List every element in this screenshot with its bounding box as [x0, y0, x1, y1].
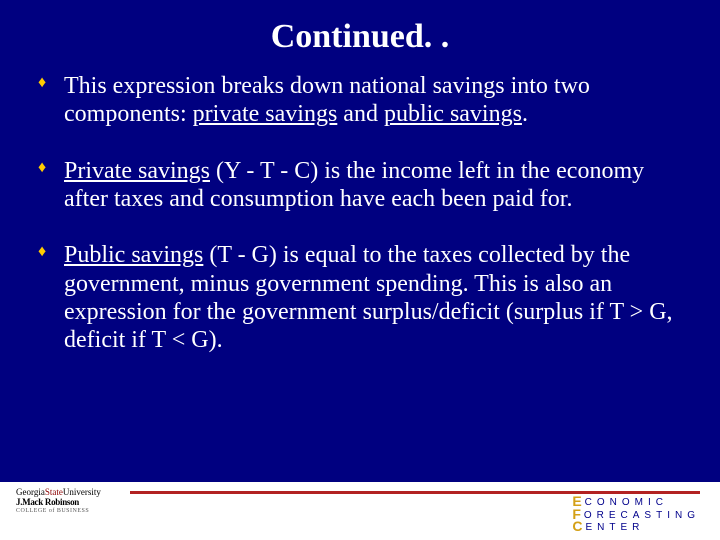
- text: ENTER: [585, 522, 644, 533]
- slide-title: Continued. .: [38, 18, 682, 56]
- logo-right-row: CENTER: [572, 521, 700, 534]
- logo-right-row: ECONOMIC: [572, 496, 700, 509]
- text: Georgia: [16, 487, 45, 497]
- logo-right-row: FORECASTING: [572, 509, 700, 522]
- logo-left-line2: J.Mack Robinson: [16, 498, 101, 508]
- underline-term: Private savings: [64, 158, 210, 184]
- list-item: Private savings (Y - T - C) is the incom…: [38, 157, 682, 214]
- text: State: [45, 487, 63, 497]
- underline-term: public savings: [384, 101, 522, 127]
- text: CONOMIC: [585, 497, 668, 508]
- text: University: [63, 487, 101, 497]
- slide: Continued. . This expression breaks down…: [0, 0, 720, 540]
- text: .: [522, 101, 528, 127]
- footer-divider: [130, 491, 700, 494]
- footer: GeorgiaStateUniversity J.Mack Robinson C…: [0, 482, 720, 540]
- logo-right: ECONOMIC FORECASTING CENTER: [572, 496, 700, 534]
- bullet-list: This expression breaks down national sav…: [38, 72, 682, 355]
- underline-term: private savings: [193, 101, 338, 127]
- list-item: Public savings (T - G) is equal to the t…: [38, 241, 682, 354]
- logo-left-line3: COLLEGE of BUSINESS: [16, 508, 101, 515]
- underline-term: Public savings: [64, 242, 203, 268]
- text: ORECASTING: [584, 510, 700, 521]
- logo-left: GeorgiaStateUniversity J.Mack Robinson C…: [16, 488, 101, 514]
- text: and: [337, 101, 384, 127]
- list-item: This expression breaks down national sav…: [38, 72, 682, 129]
